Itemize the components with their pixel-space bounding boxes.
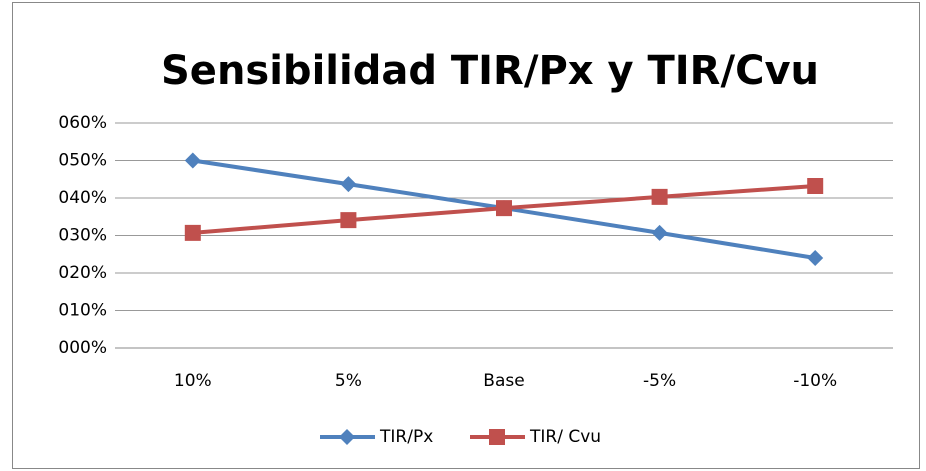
y-tick-label: 060% xyxy=(58,113,107,133)
x-tick-label: 5% xyxy=(335,371,362,391)
y-tick-label: 010% xyxy=(58,301,107,321)
point-marker xyxy=(807,250,824,266)
x-tick-label: -5% xyxy=(643,371,676,391)
y-tick-label: 040% xyxy=(58,188,107,208)
x-tick-label: -10% xyxy=(793,371,837,391)
legend-label: TIR/Px xyxy=(379,427,433,447)
point-marker xyxy=(184,224,201,241)
y-tick-label: 000% xyxy=(58,338,107,358)
x-tick-label: 10% xyxy=(174,371,212,391)
point-marker xyxy=(496,200,512,217)
y-tick-label: 020% xyxy=(58,263,107,283)
point-marker xyxy=(340,176,357,193)
legend-label: TIR/ Cvu xyxy=(529,427,601,447)
y-tick-label: 030% xyxy=(58,226,107,246)
legend-marker xyxy=(489,429,505,445)
legend-marker xyxy=(339,429,355,445)
point-marker xyxy=(651,188,668,205)
point-marker xyxy=(807,178,824,194)
x-tick-label: Base xyxy=(483,371,524,391)
chart-title: Sensibilidad TIR/Px y TIR/Cvu xyxy=(161,48,819,94)
point-marker xyxy=(340,212,357,229)
point-marker xyxy=(184,152,201,169)
point-marker xyxy=(651,224,668,241)
y-tick-label: 050% xyxy=(58,151,107,171)
